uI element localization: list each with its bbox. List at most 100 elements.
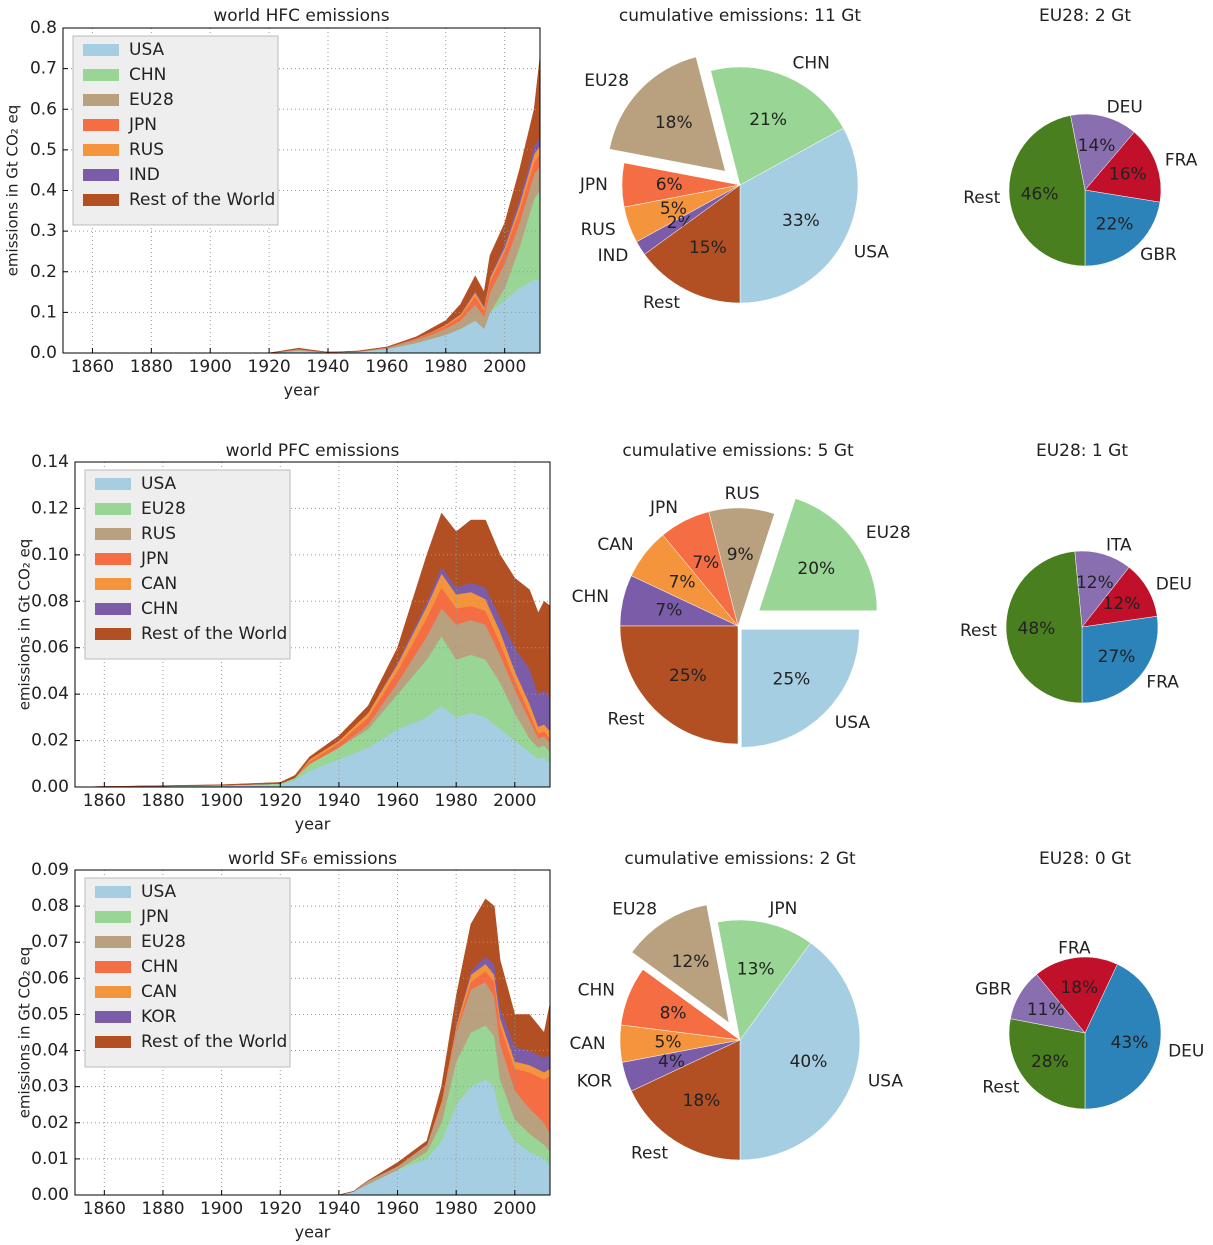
legend-label: CHN (141, 957, 178, 977)
pie-slice (631, 904, 730, 1024)
y-tick-label: 0.02 (31, 1113, 69, 1133)
slice-name-label: JPN (649, 498, 678, 518)
pie-slice (1070, 113, 1135, 191)
chart-title: EU28: 0 Gt (1039, 849, 1131, 869)
y-tick-label: 0.14 (31, 452, 69, 472)
pie-slice (1084, 189, 1161, 267)
slice-name-label: Rest (631, 1143, 668, 1163)
slice-value-label: 40% (790, 1052, 828, 1072)
legend-label: EU28 (141, 499, 186, 519)
x-tick-label: 1880 (141, 791, 184, 811)
slice-value-label: 28% (1031, 1052, 1069, 1072)
slice-name-label: USA (854, 242, 890, 262)
x-tick-label: 1960 (376, 791, 419, 811)
slice-name-label: EU28 (584, 71, 629, 91)
slice-name-label: IND (598, 246, 629, 266)
x-tick-label: 1940 (317, 791, 360, 811)
legend-label: CAN (141, 982, 177, 1002)
pie-slice (609, 56, 726, 172)
slice-name-label: CAN (597, 535, 633, 555)
x-tick-label: 1920 (259, 791, 302, 811)
pie-slice (644, 184, 741, 304)
slice-value-label: 5% (655, 1032, 682, 1052)
x-tick-label: 1880 (141, 1199, 184, 1219)
y-tick-label: 0.1 (30, 302, 57, 322)
slice-value-label: 8% (660, 1003, 687, 1023)
legend-swatch (83, 144, 119, 156)
slice-value-label: 5% (660, 199, 687, 219)
legend-label: JPN (128, 115, 157, 135)
x-axis-label: year (284, 381, 320, 400)
pie-slice (1008, 115, 1086, 267)
y-tick-label: 0.00 (31, 1185, 69, 1205)
plot-frame (62, 27, 541, 354)
slice-value-label: 12% (672, 952, 710, 972)
slice-name-label: CAN (569, 1034, 605, 1054)
legend-swatch (83, 119, 119, 131)
x-tick-label: 1900 (189, 357, 232, 377)
legend-label: EU28 (141, 932, 186, 952)
plot-frame (74, 461, 551, 788)
slice-value-label: 7% (669, 573, 696, 593)
chart-title: cumulative emissions: 11 Gt (619, 6, 861, 26)
area (74, 705, 551, 788)
slice-value-label: 33% (782, 211, 820, 231)
slice-name-label: Rest (963, 188, 1000, 208)
slice-name-label: DEU (1107, 98, 1143, 118)
legend-swatch (95, 528, 131, 540)
y-tick-label: 0.09 (31, 860, 69, 880)
legend-label: CHN (141, 599, 178, 619)
legend-label: USA (141, 474, 177, 494)
slice-name-label: FRA (1165, 151, 1198, 171)
slice-value-label: 12% (1103, 594, 1141, 614)
legend-label: Rest of the World (141, 624, 287, 644)
pie-slice (758, 498, 878, 611)
slice-value-label: 25% (669, 666, 707, 686)
y-tick-label: 0.08 (31, 591, 69, 611)
x-tick-label: 1920 (259, 1199, 302, 1219)
y-tick-label: 0.08 (31, 896, 69, 916)
pie-slice (1081, 615, 1159, 704)
slice-value-label: 15% (689, 238, 727, 258)
slice-value-label: 25% (773, 669, 811, 689)
x-tick-label: 1960 (365, 357, 408, 377)
slice-name-label: DEU (1156, 574, 1192, 594)
slice-name-label: EU28 (612, 899, 657, 919)
pie-slice (1036, 956, 1118, 1034)
pie-slice (1008, 1018, 1086, 1110)
y-tick-label: 0.07 (31, 932, 69, 952)
x-tick-label: 1860 (71, 357, 114, 377)
slice-name-label: GBR (1140, 245, 1177, 265)
y-tick-label: 0.8 (30, 18, 57, 38)
legend-label: JPN (140, 907, 169, 927)
legend-swatch (83, 169, 119, 181)
y-tick-label: 0.06 (31, 638, 69, 658)
y-tick-label: 0.7 (30, 59, 57, 79)
x-tick-label: 1940 (306, 357, 349, 377)
y-tick-label: 0.01 (31, 1149, 69, 1169)
chart-title: world SF₆ emissions (228, 849, 397, 869)
slice-value-label: 46% (1021, 184, 1059, 204)
slice-value-label: 12% (1076, 573, 1114, 593)
legend-label: Rest of the World (129, 190, 275, 210)
slice-value-label: 14% (1078, 136, 1116, 156)
slice-value-label: 43% (1111, 1033, 1149, 1053)
x-tick-label: 1860 (83, 1199, 126, 1219)
x-tick-label: 1980 (424, 357, 467, 377)
legend-label: RUS (129, 140, 164, 160)
y-tick-label: 0.05 (31, 1004, 69, 1024)
legend-swatch (95, 886, 131, 898)
x-tick-label: 1860 (83, 791, 126, 811)
legend-swatch (83, 94, 119, 106)
slice-name-label: FRA (1058, 939, 1091, 959)
x-tick-label: 1900 (200, 791, 243, 811)
slice-value-label: 18% (1060, 978, 1098, 998)
x-axis-label: year (295, 815, 331, 834)
legend-label: Rest of the World (141, 1032, 287, 1052)
legend-swatch (95, 1011, 131, 1023)
legend-swatch (83, 69, 119, 81)
legend-swatch (95, 961, 131, 973)
slice-value-label: 21% (749, 110, 787, 130)
slice-name-label: Rest (643, 293, 680, 313)
slice-value-label: 11% (1027, 1000, 1065, 1020)
